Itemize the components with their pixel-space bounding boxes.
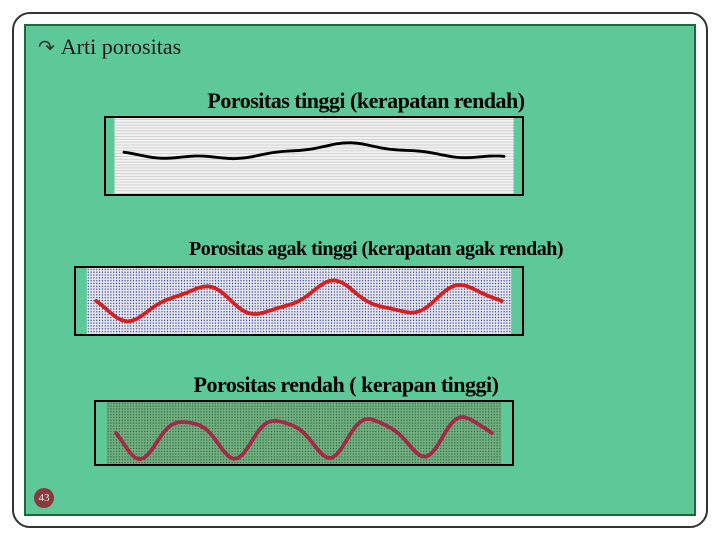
- content-area: ↷ Arti porositas Porositas tinggi (kerap…: [24, 24, 696, 516]
- porosity-box: [74, 266, 524, 336]
- diagram-label: Porositas rendah ( kerapan tinggi): [194, 372, 499, 398]
- porosity-box: [104, 116, 524, 196]
- header-row: ↷ Arti porositas: [26, 26, 694, 68]
- slide-frame: ↷ Arti porositas Porositas tinggi (kerap…: [12, 12, 708, 528]
- page-number-badge: 43: [34, 488, 54, 508]
- bullet-icon: ↷: [38, 35, 55, 60]
- diagram-stack: Porositas tinggi (kerapatan rendah) Poros…: [26, 74, 694, 514]
- page-number: 43: [39, 492, 50, 504]
- porosity-box: [94, 400, 514, 466]
- diagram-label: Porositas tinggi (kerapatan rendah): [207, 88, 524, 114]
- diagram-label: Porositas agak tinggi (kerapatan agak re…: [189, 238, 563, 261]
- header-title: Arti porositas: [61, 34, 181, 60]
